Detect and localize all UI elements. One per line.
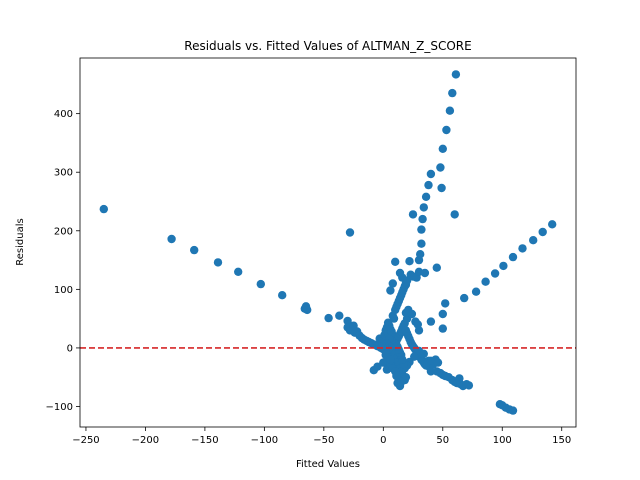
x-tick-label: −100: [251, 435, 278, 446]
scatter-point: [424, 180, 433, 190]
scatter-point: [460, 293, 469, 303]
x-tick-label: 0: [380, 435, 386, 446]
scatter-point: [416, 250, 425, 259]
scatter-point: [386, 286, 395, 295]
scatter-point: [448, 88, 457, 98]
scatter-point: [481, 277, 490, 286]
scatter-point: [450, 210, 459, 219]
scatter-point: [391, 257, 400, 266]
scatter-point: [420, 268, 430, 278]
x-tick-label: 100: [493, 435, 512, 446]
plot-frame: [79, 57, 577, 428]
x-tick-label: 150: [552, 435, 571, 446]
scatter-point: [426, 169, 436, 179]
scatter-point: [419, 203, 428, 212]
scatter-point: [392, 371, 401, 381]
scatter-point: [397, 377, 406, 387]
scatter-point: [335, 311, 344, 320]
x-tick-label: −250: [72, 435, 99, 446]
scatter-point: [167, 234, 176, 244]
scatter-point: [438, 144, 447, 153]
scatter-point: [438, 324, 447, 333]
scatter-point: [471, 287, 481, 296]
scatter-point: [426, 367, 436, 376]
scatter-point: [343, 316, 352, 326]
y-tick-label: 200: [54, 226, 73, 237]
x-tick-label: −50: [313, 435, 334, 446]
scatter-point: [490, 269, 500, 278]
chart-title: Residuals vs. Fitted Values of ALTMAN_Z_…: [184, 39, 471, 53]
x-tick-label: −150: [191, 435, 218, 446]
scatter-point: [529, 236, 538, 245]
scatter-point: [419, 349, 428, 358]
scatter-point: [256, 279, 265, 289]
x-axis-ticks: −250 −200 −150 −100 −50 0 50 100 150: [72, 427, 571, 446]
scatter-point: [234, 267, 243, 276]
scatter-point: [190, 245, 199, 255]
scatter-point: [441, 299, 450, 308]
x-axis-label: Fitted Values: [296, 459, 360, 470]
scatter-point: [417, 239, 426, 248]
scatter-point: [324, 313, 333, 323]
y-axis-ticks: −100 0 100 200 300 400: [46, 109, 80, 413]
scatter-point: [377, 342, 387, 351]
scatter-point: [389, 314, 399, 323]
scatter-point: [373, 362, 382, 371]
scatter-point: [499, 261, 508, 271]
scatter-point: [508, 252, 518, 262]
scatter-point: [451, 70, 461, 79]
scatter-point: [442, 125, 451, 135]
scatter-point: [407, 309, 417, 319]
scatter-point: [433, 358, 443, 367]
plot-area: [80, 70, 576, 415]
scatter-point: [438, 309, 447, 319]
scatter-point: [508, 406, 518, 415]
scatter-point: [417, 225, 426, 234]
scatter-point: [408, 210, 418, 219]
scatter-point: [278, 291, 287, 300]
y-tick-label: −100: [46, 402, 73, 413]
scatter-point: [386, 355, 395, 364]
scatter-point: [303, 305, 312, 315]
scatter-point: [213, 258, 223, 267]
scatter-point: [464, 381, 474, 390]
scatter-point: [445, 106, 455, 115]
y-tick-label: 300: [54, 168, 73, 179]
scatter-point: [548, 220, 557, 229]
scatter-point: [413, 320, 422, 329]
scatter-point: [418, 214, 427, 224]
y-tick-label: 100: [54, 285, 73, 296]
scatter-point: [421, 192, 431, 201]
scatter-point: [345, 228, 355, 237]
scatter-point: [436, 163, 445, 172]
scatter-point: [437, 183, 446, 193]
scatter-point: [518, 244, 527, 253]
y-tick-label: 0: [67, 343, 73, 354]
x-tick-label: −200: [132, 435, 159, 446]
y-tick-label: 400: [54, 109, 73, 120]
scatter-point: [405, 257, 414, 266]
scatter-point: [388, 279, 397, 288]
scatter-point: [538, 227, 547, 237]
scatter-point: [432, 263, 441, 272]
scatter-point: [426, 317, 436, 326]
x-tick-label: 50: [436, 435, 449, 446]
y-axis-label: Residuals: [15, 218, 26, 265]
scatter-point: [99, 204, 109, 214]
